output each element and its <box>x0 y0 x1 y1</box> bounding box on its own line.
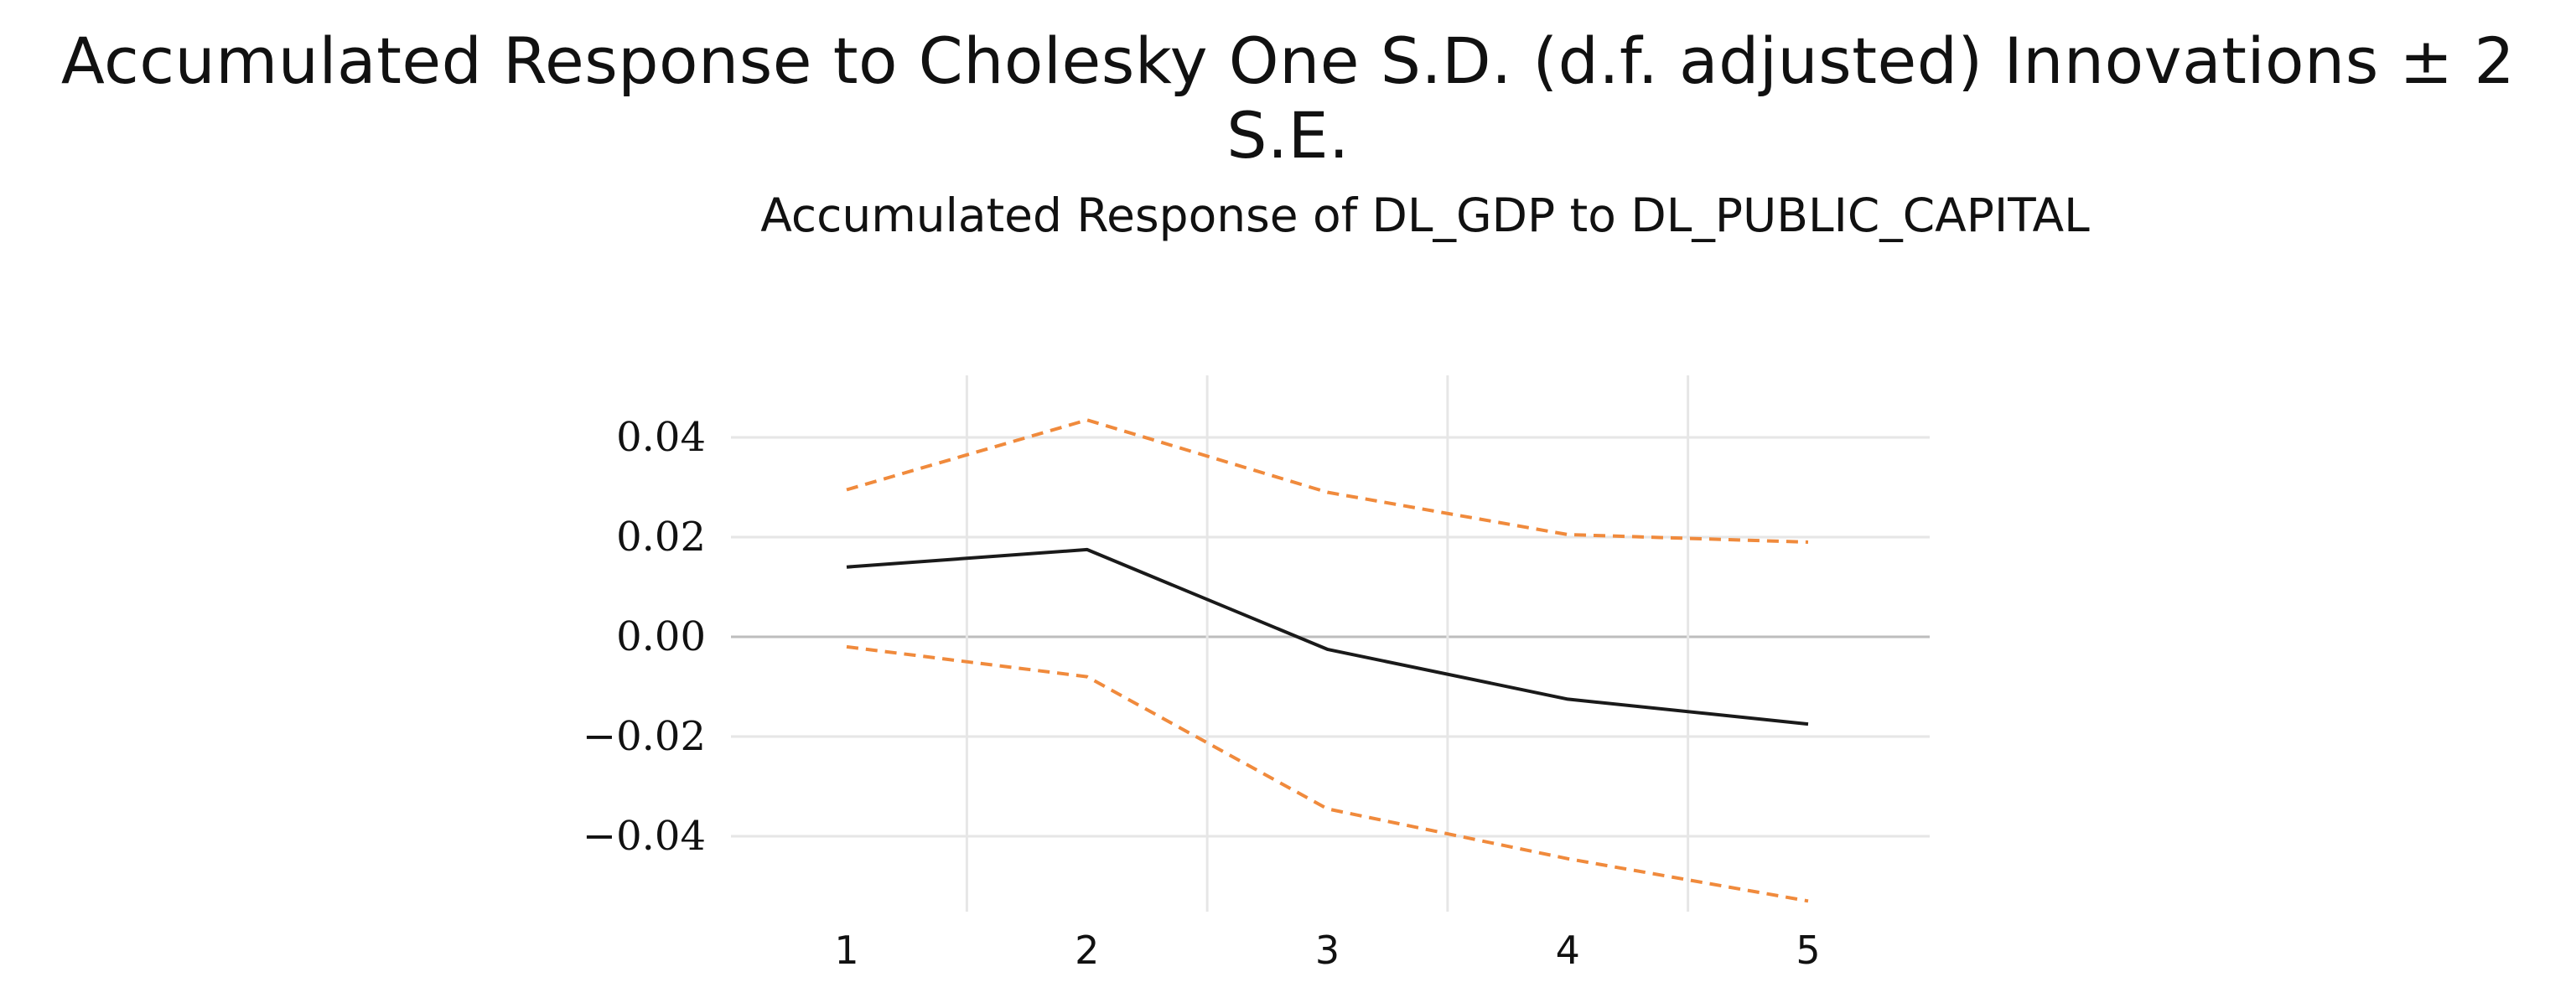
y-axis-ticks: 0.04 0.02 0.00 −0.02 −0.04 <box>583 414 706 860</box>
response-line <box>846 547 1809 726</box>
data-point <box>845 566 848 569</box>
series <box>846 418 1809 903</box>
x-tick-label: 5 <box>1796 928 1820 973</box>
grid <box>731 375 1930 912</box>
x-axis-ticks: 1 2 3 4 5 <box>834 928 1820 973</box>
x-tick-label: 3 <box>1315 928 1340 973</box>
data-point <box>1086 548 1089 551</box>
chart-title: Accumulated Response of DL_GDP to DL_PUB… <box>760 189 2090 242</box>
data-points <box>845 418 1810 902</box>
data-point <box>1326 648 1329 651</box>
data-point <box>1326 490 1329 494</box>
x-tick-label: 2 <box>1075 928 1099 973</box>
y-tick-label: 0.02 <box>616 514 706 561</box>
y-tick-label: 0.00 <box>616 613 706 660</box>
y-tick-label: 0.04 <box>616 414 706 461</box>
lower-band-line <box>846 644 1809 903</box>
x-tick-label: 1 <box>834 928 858 973</box>
upper-band-line <box>846 418 1809 544</box>
y-tick-label: −0.04 <box>583 813 706 860</box>
data-point <box>1566 697 1569 701</box>
data-point <box>1566 533 1569 536</box>
data-point <box>1566 857 1569 861</box>
data-point <box>1086 418 1089 421</box>
data-point <box>1326 807 1329 810</box>
data-point <box>845 645 848 649</box>
figure-title: Accumulated Response to Cholesky One S.D… <box>60 23 2516 173</box>
x-tick-label: 4 <box>1556 928 1580 973</box>
y-tick-label: −0.02 <box>583 713 706 760</box>
data-point <box>1806 722 1810 726</box>
data-point <box>1806 540 1810 544</box>
data-point <box>1086 675 1089 679</box>
data-point <box>845 488 848 491</box>
data-point <box>1806 899 1810 902</box>
